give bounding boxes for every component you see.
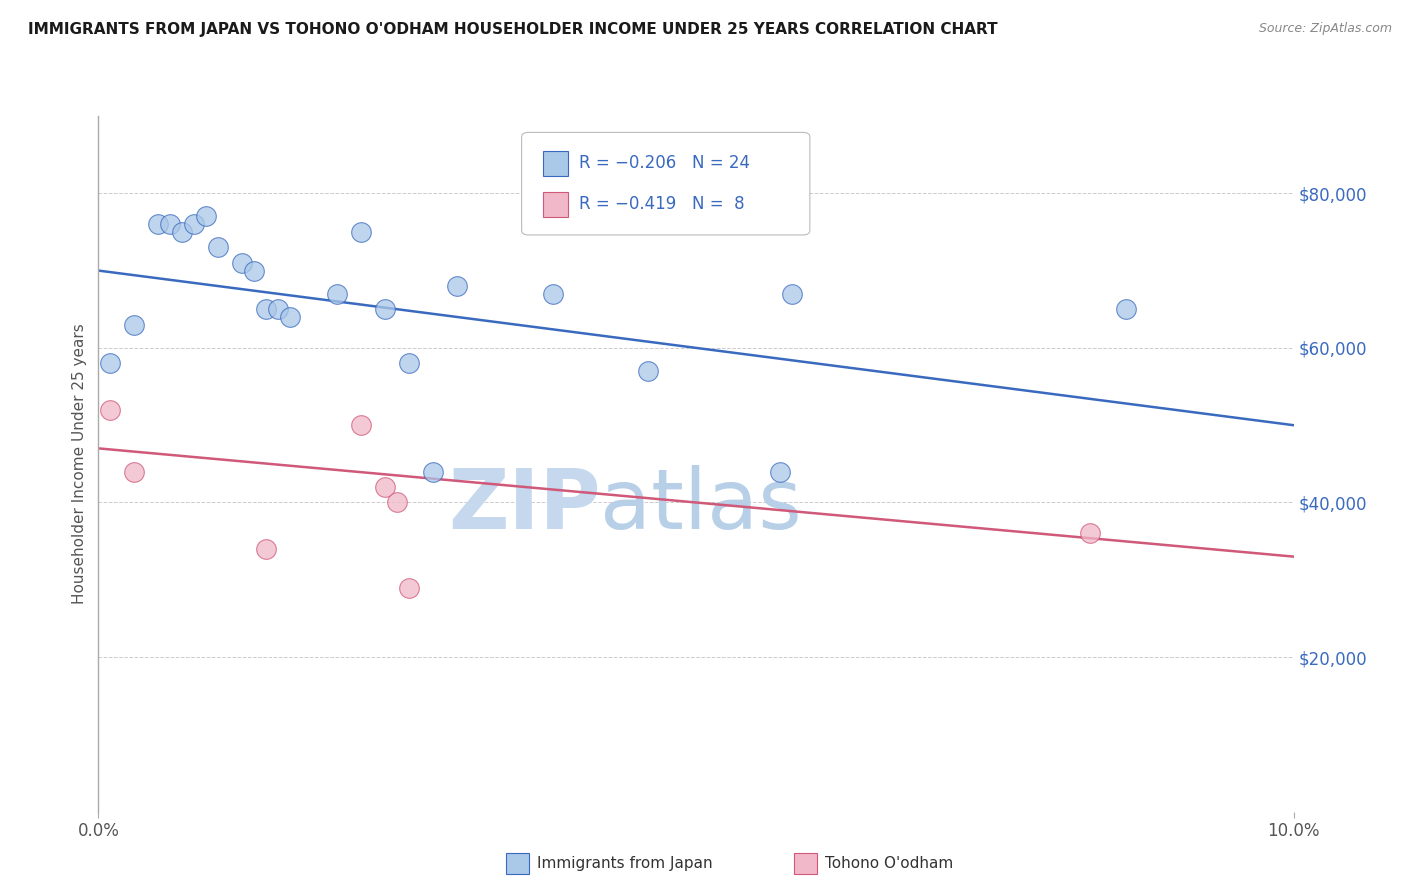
Point bbox=[398, 356, 420, 370]
Point bbox=[326, 286, 349, 301]
Text: atlas: atlas bbox=[600, 465, 801, 546]
Point bbox=[422, 465, 444, 479]
Point bbox=[374, 480, 396, 494]
Point bbox=[172, 225, 194, 239]
Point bbox=[398, 581, 420, 595]
Text: Immigrants from Japan: Immigrants from Japan bbox=[537, 856, 713, 871]
Point bbox=[780, 286, 803, 301]
Point bbox=[195, 210, 218, 224]
Point bbox=[374, 302, 396, 317]
Text: ZIP: ZIP bbox=[449, 465, 600, 546]
Point bbox=[231, 256, 253, 270]
Point bbox=[159, 217, 181, 231]
Point bbox=[1115, 302, 1137, 317]
Text: R = −0.206   N = 24: R = −0.206 N = 24 bbox=[579, 154, 751, 172]
Point bbox=[350, 418, 373, 433]
Point bbox=[148, 217, 170, 231]
Text: Tohono O'odham: Tohono O'odham bbox=[825, 856, 953, 871]
Point bbox=[124, 318, 146, 332]
Point bbox=[100, 402, 122, 417]
Point bbox=[183, 217, 205, 231]
Y-axis label: Householder Income Under 25 years: Householder Income Under 25 years bbox=[72, 324, 87, 604]
Point bbox=[243, 263, 266, 277]
Point bbox=[350, 225, 373, 239]
Point bbox=[541, 286, 564, 301]
Point bbox=[254, 541, 277, 556]
Point bbox=[254, 302, 277, 317]
Point bbox=[207, 240, 229, 254]
Point bbox=[769, 465, 792, 479]
Point bbox=[637, 364, 659, 378]
Text: IMMIGRANTS FROM JAPAN VS TOHONO O'ODHAM HOUSEHOLDER INCOME UNDER 25 YEARS CORREL: IMMIGRANTS FROM JAPAN VS TOHONO O'ODHAM … bbox=[28, 22, 998, 37]
Point bbox=[124, 465, 146, 479]
Text: Source: ZipAtlas.com: Source: ZipAtlas.com bbox=[1258, 22, 1392, 36]
Point bbox=[267, 302, 290, 317]
Point bbox=[385, 495, 409, 509]
Text: R = −0.419   N =  8: R = −0.419 N = 8 bbox=[579, 195, 745, 213]
Point bbox=[446, 279, 468, 293]
Point bbox=[100, 356, 122, 370]
Point bbox=[1080, 526, 1102, 541]
Point bbox=[278, 310, 301, 324]
